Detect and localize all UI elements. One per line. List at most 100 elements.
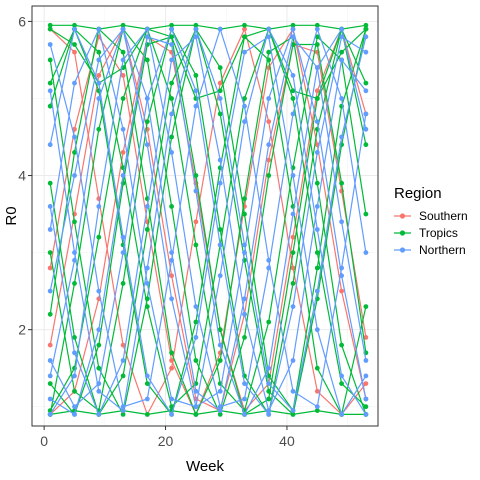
legend-item-northern: Northern — [394, 243, 466, 257]
data-point — [72, 373, 77, 379]
data-point — [72, 134, 77, 140]
data-point — [193, 404, 199, 410]
data-point — [266, 319, 272, 325]
data-point — [363, 126, 369, 132]
data-point — [242, 311, 247, 317]
data-point — [169, 250, 175, 256]
data-point — [72, 150, 77, 155]
data-point — [339, 288, 344, 294]
data-point — [217, 80, 223, 86]
data-point — [47, 227, 53, 232]
data-point — [266, 173, 272, 178]
data-point — [290, 234, 296, 240]
data-point — [144, 412, 150, 417]
data-point — [120, 150, 126, 155]
data-point — [217, 273, 223, 279]
data-point — [169, 273, 175, 279]
series-line — [49, 27, 367, 416]
data-point — [144, 119, 150, 124]
data-point — [290, 111, 296, 117]
data-point — [169, 22, 175, 28]
y-tick-label: 6 — [18, 13, 26, 29]
data-point — [266, 157, 272, 163]
data-point — [314, 404, 320, 410]
data-point — [266, 96, 272, 101]
data-point — [96, 388, 102, 394]
data-point — [47, 103, 53, 109]
data-point — [314, 227, 320, 232]
data-point — [120, 126, 126, 132]
data-point — [242, 381, 247, 386]
data-point — [169, 42, 175, 47]
data-point — [290, 96, 296, 101]
data-point — [47, 57, 53, 63]
data-point — [314, 265, 320, 271]
data-point — [120, 96, 126, 101]
data-point — [47, 42, 53, 47]
data-point — [169, 80, 175, 86]
data-point — [314, 204, 320, 209]
data-point — [242, 242, 247, 248]
data-point — [120, 358, 126, 363]
data-point — [120, 57, 126, 63]
legend-item-southern: Southern — [394, 209, 468, 223]
data-point — [217, 157, 223, 163]
data-point — [96, 327, 102, 333]
data-point — [314, 365, 320, 371]
data-point — [314, 150, 320, 155]
data-point — [169, 412, 175, 417]
series-line — [49, 27, 367, 417]
data-point — [120, 281, 126, 286]
data-point — [144, 227, 150, 232]
data-point — [363, 335, 369, 340]
data-point — [363, 211, 369, 217]
x-axis-title: Week — [186, 458, 225, 475]
data-point — [242, 22, 247, 28]
data-point — [120, 173, 126, 178]
data-point — [266, 396, 272, 402]
data-point — [193, 304, 199, 309]
data-point — [363, 49, 369, 55]
data-point — [314, 408, 320, 413]
data-point — [144, 204, 150, 209]
series-line — [49, 27, 367, 412]
data-point — [47, 265, 53, 271]
data-point — [169, 350, 175, 356]
data-point — [242, 196, 247, 202]
data-point — [242, 49, 247, 55]
data-point — [266, 412, 272, 417]
data-point — [314, 327, 320, 333]
data-point — [363, 250, 369, 256]
series-line — [49, 35, 367, 416]
series-layer — [47, 22, 369, 417]
data-point — [266, 265, 272, 271]
data-point — [290, 408, 296, 413]
data-point — [193, 188, 199, 194]
data-point — [169, 404, 175, 410]
x-tick-label: 20 — [158, 433, 174, 449]
data-point — [47, 26, 53, 32]
data-point — [363, 111, 369, 117]
series-line — [50, 409, 366, 416]
data-point — [242, 26, 247, 32]
data-point — [217, 358, 223, 363]
data-point — [339, 57, 344, 63]
data-point — [96, 73, 102, 78]
data-point — [144, 381, 150, 386]
data-point — [217, 388, 223, 394]
data-point — [290, 412, 296, 417]
y-tick-label: 4 — [18, 168, 26, 184]
x-tick-label: 0 — [40, 433, 48, 449]
data-point — [363, 88, 369, 94]
data-point — [266, 119, 272, 124]
plot-border — [31, 5, 379, 427]
data-point — [363, 412, 369, 417]
data-point — [72, 22, 77, 28]
data-point — [363, 373, 369, 379]
data-point — [47, 288, 53, 294]
series-line — [49, 27, 367, 416]
data-point — [339, 381, 344, 386]
data-point — [96, 288, 102, 294]
data-point — [96, 49, 102, 55]
